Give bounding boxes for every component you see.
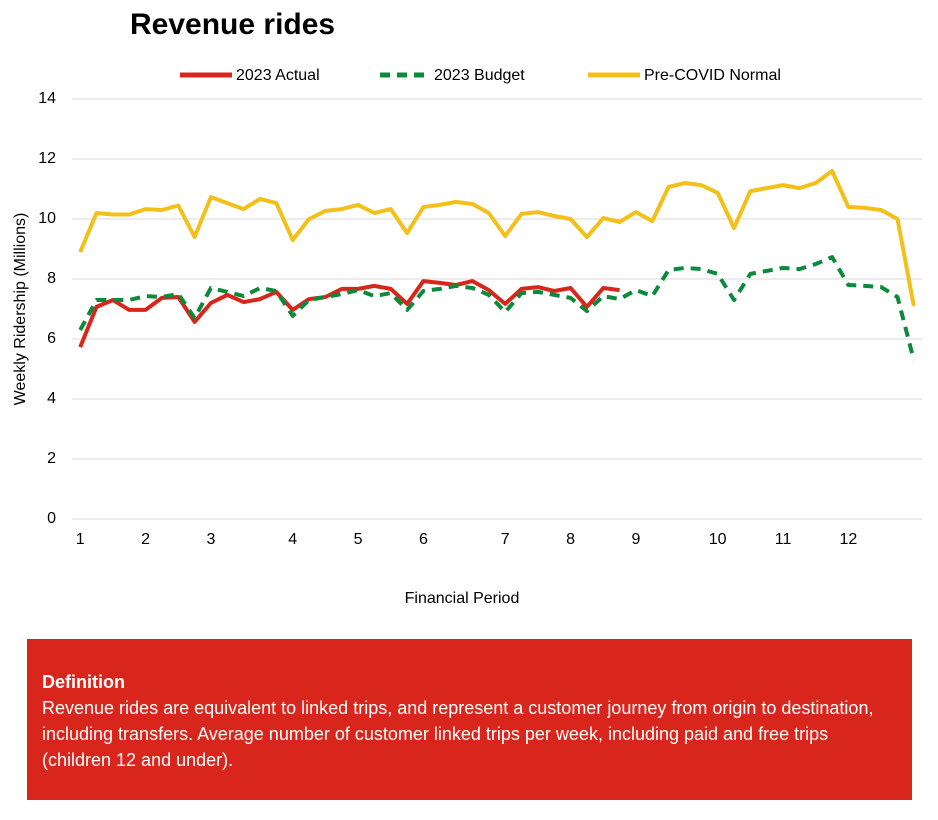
- y-tick-label: 6: [47, 330, 56, 347]
- y-tick-label: 12: [38, 150, 56, 167]
- y-tick-label: 10: [38, 210, 56, 227]
- x-tick-label: 8: [566, 531, 575, 548]
- series-line: [78, 255, 916, 361]
- y-tick-label: 0: [47, 510, 56, 527]
- legend-label: 2023 Budget: [434, 67, 525, 84]
- x-tick-label: 3: [206, 531, 215, 548]
- x-tick-label: 9: [631, 531, 640, 548]
- chart: Revenue rides Financial Period Weekly Ri…: [12, 8, 922, 607]
- definition-title: Definition: [42, 672, 125, 692]
- x-tick-label: 2: [141, 531, 150, 548]
- y-tick-label: 14: [38, 90, 56, 107]
- x-tick-label: 5: [354, 531, 363, 548]
- x-tick-label: 12: [840, 531, 858, 548]
- x-tick-label: 4: [288, 531, 297, 548]
- legend-label: 2023 Actual: [236, 67, 320, 84]
- y-tick-label: 2: [47, 450, 56, 467]
- definition-text: Revenue rides are equivalent to linked t…: [42, 698, 874, 770]
- chart-title: Revenue rides: [130, 8, 335, 41]
- y-tick-label: 4: [47, 390, 56, 407]
- y-axis-title: Weekly Ridership (Millions): [12, 213, 29, 406]
- x-tick-label: 1: [76, 531, 85, 548]
- series-line: [78, 169, 916, 307]
- y-tick-label: 8: [47, 270, 56, 287]
- x-tick-label: 10: [709, 531, 727, 548]
- x-tick-label: 11: [775, 531, 792, 548]
- x-tick-label: 6: [419, 531, 428, 548]
- x-axis-title: Financial Period: [405, 590, 520, 607]
- definition-box: Definition Revenue rides are equivalent …: [27, 639, 912, 800]
- legend-label: Pre-COVID Normal: [644, 67, 781, 84]
- x-tick-label: 7: [501, 531, 510, 548]
